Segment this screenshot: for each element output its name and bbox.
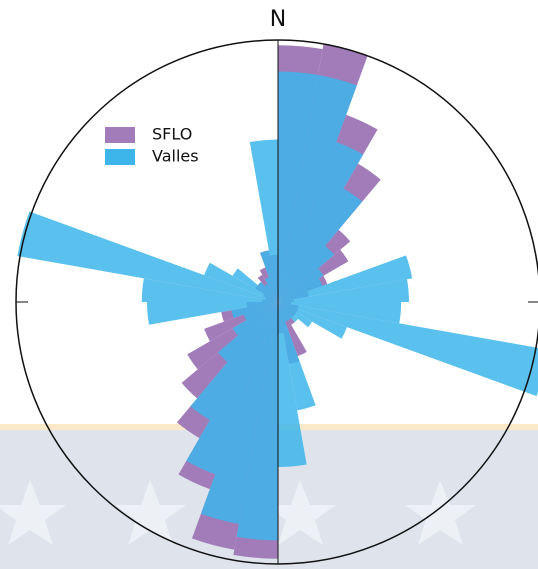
wedge [278, 302, 313, 328]
wedge [278, 255, 413, 302]
wedge [278, 74, 357, 303]
wedge [232, 302, 278, 336]
wedge [278, 302, 538, 397]
wedge [264, 277, 278, 302]
wedge [278, 71, 319, 302]
wedge [186, 302, 278, 475]
star [115, 480, 186, 545]
wedge [264, 283, 278, 302]
wedge [232, 268, 278, 302]
wedge [17, 211, 278, 302]
wedge [257, 281, 278, 302]
wedge [200, 302, 278, 524]
wedge [278, 302, 316, 411]
legend-swatch [105, 127, 135, 143]
wedge [260, 250, 278, 302]
legend-swatch [105, 149, 135, 165]
wedge [190, 302, 278, 420]
star [265, 480, 336, 545]
wedge [249, 139, 278, 302]
wedge [278, 141, 364, 302]
wedge [278, 302, 347, 339]
wedge [204, 262, 278, 302]
wedge [278, 245, 335, 302]
legend-label: SFLO [152, 125, 192, 144]
wedge [278, 302, 307, 468]
wedge [278, 278, 323, 302]
wedge [278, 268, 324, 302]
wedge [278, 302, 289, 322]
wedge [236, 302, 278, 541]
legend-label: Valles [152, 147, 199, 166]
wedge [243, 302, 278, 321]
wedge [141, 278, 278, 302]
legend: SFLO Valles [105, 125, 199, 166]
star [0, 480, 66, 545]
wedge [278, 279, 409, 302]
wedge [278, 302, 292, 321]
wedge [147, 302, 278, 325]
wedges [17, 43, 538, 559]
wedge [278, 302, 299, 323]
wedge [231, 302, 278, 319]
wedge [278, 302, 402, 324]
wedge [217, 302, 278, 363]
wedge [278, 188, 363, 302]
north-label: N [270, 7, 286, 32]
star [405, 480, 476, 545]
